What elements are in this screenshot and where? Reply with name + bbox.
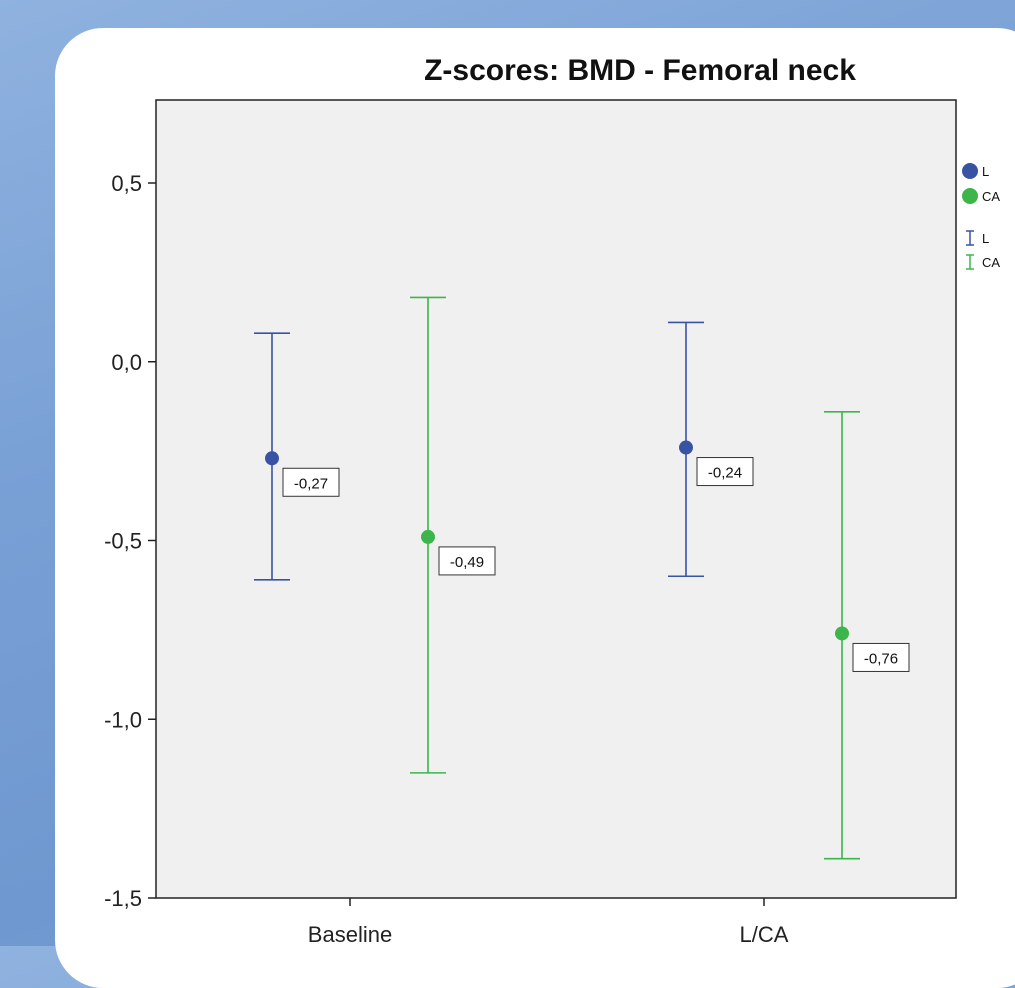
data-label: -0,24 [708, 465, 742, 482]
x-tick-label: L/CA [740, 922, 789, 946]
legend-label: CA [982, 255, 1000, 270]
data-label-box [696, 457, 754, 487]
data-label-box [852, 642, 910, 672]
data-label-box [438, 546, 496, 576]
data-label-box [282, 467, 340, 497]
data-labels: -0,27 -0,24 -0,49 -0,76 [282, 457, 910, 672]
legend: L CA L CA [962, 163, 1000, 270]
y-tick-label: -1,5 [104, 886, 142, 911]
legend-label: L [982, 164, 989, 179]
data-label: -0,49 [450, 554, 484, 571]
data-label: -0,76 [864, 650, 898, 667]
legend-marker-ca [962, 188, 978, 204]
chart-title: Z-scores: BMD - Femoral neck [424, 54, 856, 87]
data-points [265, 440, 849, 641]
data-point-l [265, 451, 279, 466]
y-tick-label: -0,5 [104, 529, 142, 554]
y-tick-label: -1,0 [104, 707, 142, 732]
data-label: -0,27 [294, 475, 328, 492]
legend-label: L [982, 231, 989, 246]
x-tick-label: Baseline [308, 922, 392, 946]
legend-marker-l [962, 163, 978, 179]
y-axis: 0,5 0,0 -0,5 -1,0 -1,5 [104, 171, 156, 911]
chart: Z-scores: BMD - Femoral neck 0,5 0,0 -0,5 -… [104, 54, 1000, 946]
y-tick-label: 0,5 [111, 171, 142, 196]
y-tick-label: 0,0 [111, 350, 142, 375]
legend-label: CA [982, 189, 1000, 204]
data-point-ca [835, 626, 849, 641]
data-point-ca [421, 529, 435, 544]
x-axis: Baseline L/CA [308, 898, 789, 946]
plot-area [155, 99, 957, 899]
data-point-l [679, 440, 693, 455]
